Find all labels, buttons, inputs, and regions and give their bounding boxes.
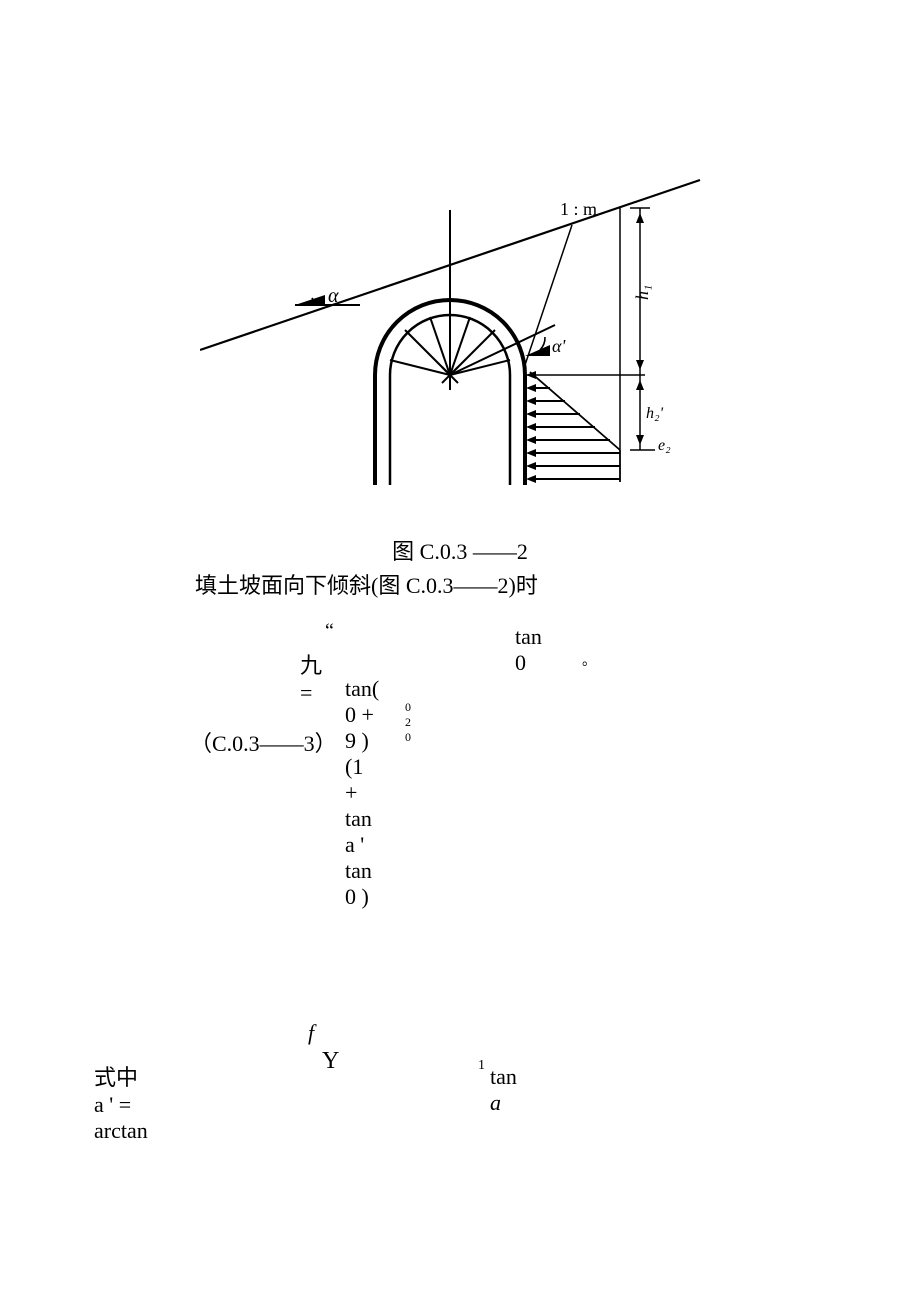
page: α 1 : m α' [0,0,920,1302]
diagram-svg: α 1 : m α' [200,150,720,510]
svg-text:e₂: e₂ [658,437,671,454]
formula-small-circle: 。 [582,650,596,670]
lf-tan-a-pre: tan [490,1064,517,1089]
svg-text:h₁: h₁ [632,285,652,300]
svg-text:α: α [328,285,339,307]
svg-text:α': α' [552,336,566,356]
figure-caption: 图 C.0.3 ——2 [0,534,920,566]
lf-main: 式中 a ' = arctan [94,1060,148,1144]
lf-sup1: 1 [478,1058,485,1074]
formula-subscript: 0 2 0 [405,700,413,745]
lf-main-rest: a ' = arctan [94,1092,148,1143]
equation-number: （C.0.3——3） [190,726,337,758]
formula-left: 九 = [300,648,322,706]
svg-text:h₂': h₂' [646,405,664,422]
formula-denominator: tan( 0 + 9 )(1 + tan a ' tan 0 ) [345,676,379,910]
formula-top-quote: “ [325,620,334,643]
lf-main-cn: 式中 [94,1065,138,1090]
lf-tan-a: tan a [490,1064,517,1116]
formula-numerator: tan 0 [515,624,542,676]
lf-tan-a-var: a [490,1090,501,1115]
body-text: 填土坡面向下倾斜(图 C.0.3——2)时 [195,568,538,600]
lf-f: f [308,1020,314,1046]
lf-Y: Y [322,1048,339,1075]
svg-text:1 : m: 1 : m [560,199,597,219]
